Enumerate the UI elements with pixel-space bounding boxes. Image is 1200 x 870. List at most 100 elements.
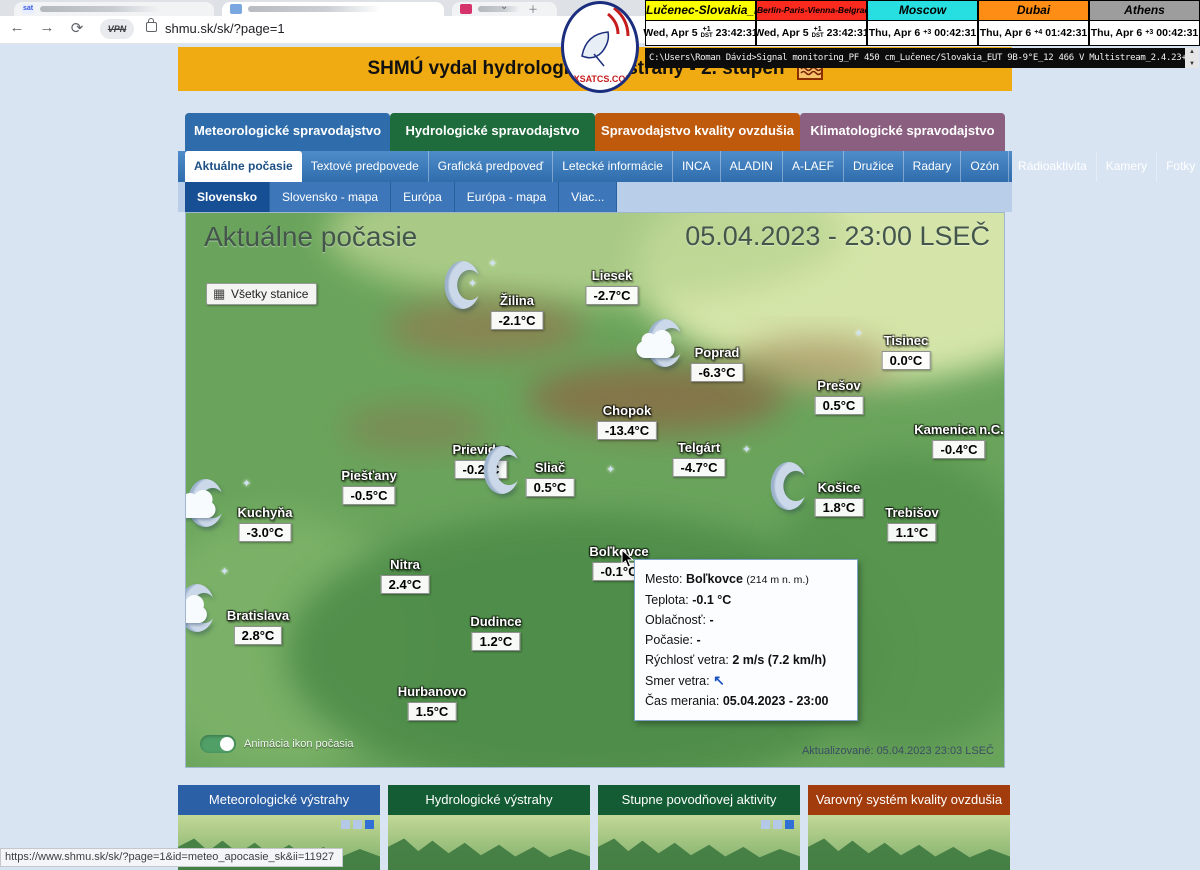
city-temperature: 1.1°C [887,523,937,542]
sub-tab-2[interactable]: Grafická predpoveď [429,151,554,182]
tab-color-segment [595,148,800,151]
region-tab-2[interactable]: Európa [391,182,455,212]
new-tab-button[interactable]: ＋ [528,5,538,16]
page-favicon [230,4,242,14]
footer-panel-thumbnail[interactable] [598,815,800,870]
footer-panel-title[interactable]: Stupne povodňovej aktivity [598,785,800,815]
region-tab-4[interactable]: Viac... [559,182,618,212]
footer-panel-3[interactable]: Varovný systém kvality ovzdušia [808,785,1010,870]
city-station[interactable]: Tisinec 0.0°C [881,333,931,370]
main-tab-2[interactable]: Spravodajstvo kvality ovzdušia [595,113,800,148]
clock-time: Thu, Apr 6 +3 00:42:31 [1089,21,1200,46]
city-station[interactable]: Sliač 0.5°C [483,446,575,497]
tooltip-cloud-row: Oblačnosť: - [645,613,714,627]
footer-panel-title[interactable]: Varovný systém kvality ovzdušia [808,785,1010,815]
city-station[interactable]: Prešov 0.5°C [814,378,864,415]
weather-map[interactable]: Aktuálne počasie 05.04.2023 - 23:00 LSEČ… [185,212,1005,768]
city-station[interactable]: Hurbanovo 1.5°C [397,684,467,721]
tab-color-strip [185,148,1005,151]
sub-tab-11[interactable]: Kamery [1097,151,1158,182]
footer-panel-2[interactable]: Stupne povodňovej aktivity [598,785,800,870]
sub-tab-3[interactable]: Letecké informácie [553,151,673,182]
browser-tab-3[interactable] [452,2,557,16]
city-station[interactable]: Nitra 2.4°C [380,557,430,594]
footer-panel-0[interactable]: Meteorologické výstrahy [178,785,380,870]
footer-panel-title[interactable]: Meteorologické výstrahy [178,785,380,815]
sub-tab-6[interactable]: A-LAEF [783,151,844,182]
city-temperature: 0.5°C [525,478,575,497]
main-tab-0[interactable]: Meteorologické spravodajstvo [185,113,390,148]
forward-button[interactable]: → [39,19,55,36]
star-icon: ✦ [606,464,616,476]
sub-tab-5[interactable]: ALADIN [721,151,783,182]
sub-tab-12[interactable]: Fotky [1157,151,1200,182]
clock-city-label: Athens [1089,0,1200,21]
sub-tab-7[interactable]: Družice [844,151,904,182]
sub-tab-8[interactable]: Radary [904,151,962,182]
main-tab-1[interactable]: Hydrologické spravodajstvo [390,113,595,148]
city-station[interactable]: Žilina -2.1°C [444,261,544,330]
region-tab-3[interactable]: Európa - mapa [454,182,560,212]
region-tab-0[interactable]: Slovensko [185,182,271,212]
city-temperature: -6.3°C [690,363,744,382]
main-tab-3[interactable]: Klimatologické spravodajstvo [800,113,1005,148]
city-station[interactable]: Telgárt -4.7°C [672,440,726,477]
clock-time: Thu, Apr 6 +4 01:42:31 [978,21,1089,46]
region-tab-1[interactable]: Slovensko - mapa [270,182,392,212]
reload-button[interactable]: ⟳ [70,20,84,37]
city-temperature: 1.2°C [471,632,521,651]
city-station[interactable]: Piešťany -0.5°C [341,468,397,505]
footer-panel-thumbnail[interactable] [808,815,1010,870]
city-temperature: -0.4°C [932,440,986,459]
city-station[interactable]: Trebišov 1.1°C [885,505,939,542]
tooltip-wind-row: Rýchlosť vetra: 2 m/s (7.2 km/h) [645,653,827,667]
address-bar[interactable]: shmu.sk/sk/?page=1 [165,21,285,36]
city-name: Tisinec [883,333,929,348]
browser-tab-2[interactable] [222,2,444,16]
back-button[interactable]: ← [9,19,25,36]
city-station[interactable]: Kamenica n.C. -0.4°C [914,422,1004,459]
toggle-switch-icon[interactable] [200,735,236,753]
city-temperature: -13.4°C [596,421,658,440]
sub-tab-0[interactable]: Aktuálne počasie [185,151,302,182]
star-icon: ✦ [854,328,864,340]
city-station[interactable]: Dudince 1.2°C [470,614,522,651]
tab-title-ghost [248,6,382,12]
sub-tab-4[interactable]: INCA [673,151,721,182]
city-name: Kuchyňa [237,505,293,520]
lock-icon[interactable] [146,18,157,32]
vpn-extension-badge[interactable]: VPN [100,19,134,39]
animation-toggle[interactable]: Animácia ikon počasia [200,735,353,753]
footer-panel-1[interactable]: Hydrologické výstrahy [388,785,590,870]
city-name: Hurbanovo [397,684,467,699]
all-stations-button[interactable]: Všetky stanice [206,283,318,305]
city-station[interactable]: Boľkovce -0.1°C [589,544,649,581]
terminal-overlay: C:\Users\Roman Dávid>Signal monitoring_P… [645,48,1185,68]
clock: Berlin-Paris-Vienna-Belgrade Wed, Apr 5 +1… [754,0,869,48]
clock-city-label: Lučenec-Slovakia_R.Dávid [645,0,756,21]
sub-tab-10[interactable]: Rádioaktivita [1009,151,1097,182]
sub-tab-9[interactable]: Ozón [961,151,1010,182]
city-station[interactable]: Liesek -2.7°C [585,268,639,305]
city-station[interactable]: Kuchyňa -3.0°C [186,479,293,542]
browser-tab-1[interactable]: sat [14,2,214,16]
city-name: Bratislava [226,608,290,623]
updated-timestamp: Aktualizované: 05.04.2023 23:03 LSEČ [801,745,994,757]
tab-search-caret[interactable]: ⌄ [500,1,509,12]
scroll-up-icon[interactable]: ▲ [1189,49,1195,55]
tab-color-segment [390,148,595,151]
footer-panel-title[interactable]: Hydrologické výstrahy [388,785,590,815]
city-station[interactable]: Bratislava 2.8°C [186,584,290,645]
footer-panel-thumbnail[interactable] [388,815,590,870]
city-station[interactable]: Poprad -6.3°C [636,319,744,382]
star-icon: ✦ [242,478,252,490]
tooltip-time-row: Čas merania: 05.04.2023 - 23:00 [645,694,829,708]
clock-city-label: Moscow [867,0,978,21]
tab-color-segment [800,148,1005,151]
satellite-favicon: sat [22,4,34,14]
city-station[interactable]: Košice 1.8°C [770,462,864,517]
city-station[interactable]: Chopok -13.4°C [596,403,658,440]
scroll-down-icon[interactable]: ▼ [1189,61,1195,67]
sub-tab-1[interactable]: Textové predpovede [302,151,429,182]
terminal-scrollbar[interactable]: ▲ ▼ [1185,48,1199,68]
